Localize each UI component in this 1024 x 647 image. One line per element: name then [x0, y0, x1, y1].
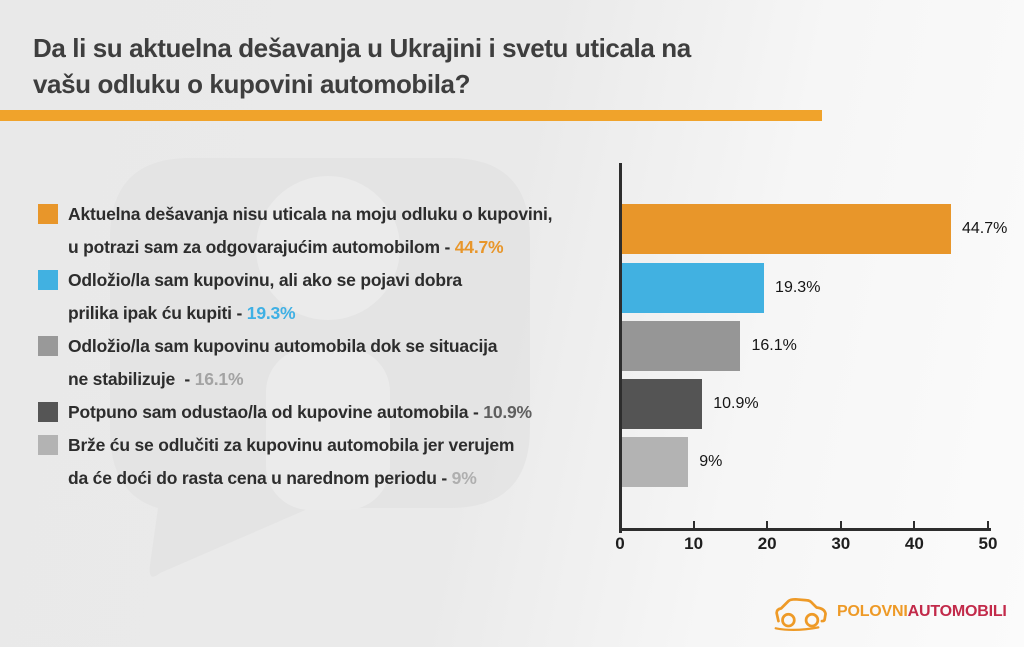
legend-value: 44.7%	[454, 237, 504, 257]
x-axis-tick-label: 30	[831, 534, 851, 553]
car-icon	[774, 597, 827, 632]
title-accent-rule	[0, 110, 822, 121]
legend-text: da će doći do rasta cena u narednom peri…	[68, 468, 477, 488]
bar-row: 9%	[622, 437, 722, 487]
x-axis-tick-label: 10	[684, 534, 704, 553]
x-axis-tick	[619, 521, 621, 531]
chart-legend: Aktuelna dešavanja nisu uticala na moju …	[38, 198, 623, 495]
x-axis-tick	[766, 521, 769, 531]
legend-text: u potrazi sam za odgovarajućim automobil…	[68, 237, 504, 257]
x-axis-tick-label: 40	[904, 534, 924, 553]
x-axis-line	[619, 528, 991, 531]
title-line-1: Da li su aktuelna dešavanja u Ukrajini i…	[33, 33, 691, 63]
legend-value: 10.9%	[483, 402, 532, 422]
legend-swatch-darkgray	[38, 402, 58, 422]
bar-value-label: 19.3%	[775, 279, 821, 296]
legend-item-1: Aktuelna dešavanja nisu uticala na moju …	[38, 198, 623, 264]
brand-logo-polovni: POLOVNI	[837, 603, 908, 620]
legend-text: Odložio/la sam kupovinu automobila dok s…	[68, 336, 498, 356]
legend-text: prilika ipak ću kupiti - 19.3%	[68, 303, 296, 323]
bar-blue	[622, 263, 765, 313]
bar-row: 16.1%	[622, 321, 797, 371]
bar-row: 10.9%	[622, 379, 759, 429]
x-axis-tick-label: 0	[615, 534, 625, 553]
bar-value-label: 44.7%	[961, 220, 1008, 237]
bar-row: 44.7%	[622, 204, 1007, 254]
bar-orange	[622, 204, 951, 254]
x-axis-tick	[913, 521, 916, 531]
legend-swatch-blue	[38, 270, 58, 290]
legend-swatch-orange	[38, 204, 58, 224]
brand-logo-text: POLOVNIAUTOMOBILI	[837, 603, 1007, 621]
bar-value-label: 10.9%	[713, 395, 759, 412]
legend-item-2: Odložio/la sam kupovinu, ali ako se poja…	[38, 264, 623, 330]
legend-text: Aktuelna dešavanja nisu uticala na moju …	[68, 204, 553, 224]
legend-value: 9%	[451, 468, 477, 488]
x-axis-tick-label: 50	[978, 534, 998, 553]
legend-text: Potpuno sam odustao/la od kupovine autom…	[68, 402, 532, 422]
legend-item-5: Brže ću se odlučiti za kupovinu automobi…	[38, 429, 623, 495]
x-axis-tick	[839, 521, 842, 531]
legend-item-3: Odložio/la sam kupovinu automobila dok s…	[38, 330, 623, 396]
page-title: Da li su aktuelna dešavanja u Ukrajini i…	[33, 30, 691, 102]
legend-value: 16.1%	[194, 369, 244, 389]
legend-text: Brže ću se odlučiti za kupovinu automobi…	[68, 435, 515, 455]
x-axis-tick	[692, 521, 695, 531]
x-axis-tick	[987, 521, 989, 531]
y-axis-line	[619, 163, 622, 533]
x-axis-tick-label: 20	[757, 534, 777, 553]
bar-lightgray	[622, 437, 689, 487]
bar-darkgray	[622, 379, 703, 429]
bar-gray	[622, 321, 741, 371]
legend-item-4: Potpuno sam odustao/la od kupovine autom…	[38, 396, 623, 429]
legend-text: Odložio/la sam kupovinu, ali ako se poja…	[68, 270, 462, 290]
bar-value-label: 9%	[699, 453, 723, 470]
legend-swatch-gray	[38, 336, 58, 356]
brand-logo: POLOVNIAUTOMOBILI	[773, 591, 1007, 633]
legend-value: 19.3%	[246, 303, 296, 323]
bar-row: 19.3%	[622, 263, 820, 313]
legend-swatch-lightgray	[38, 435, 58, 455]
bar-value-label: 16.1%	[751, 337, 797, 354]
brand-logo-automobili: AUTOMOBILI	[907, 603, 1007, 620]
title-line-2: vašu odluku o kupovini automobila?	[33, 69, 471, 99]
legend-text: ne stabilizuje - 16.1%	[68, 369, 244, 389]
